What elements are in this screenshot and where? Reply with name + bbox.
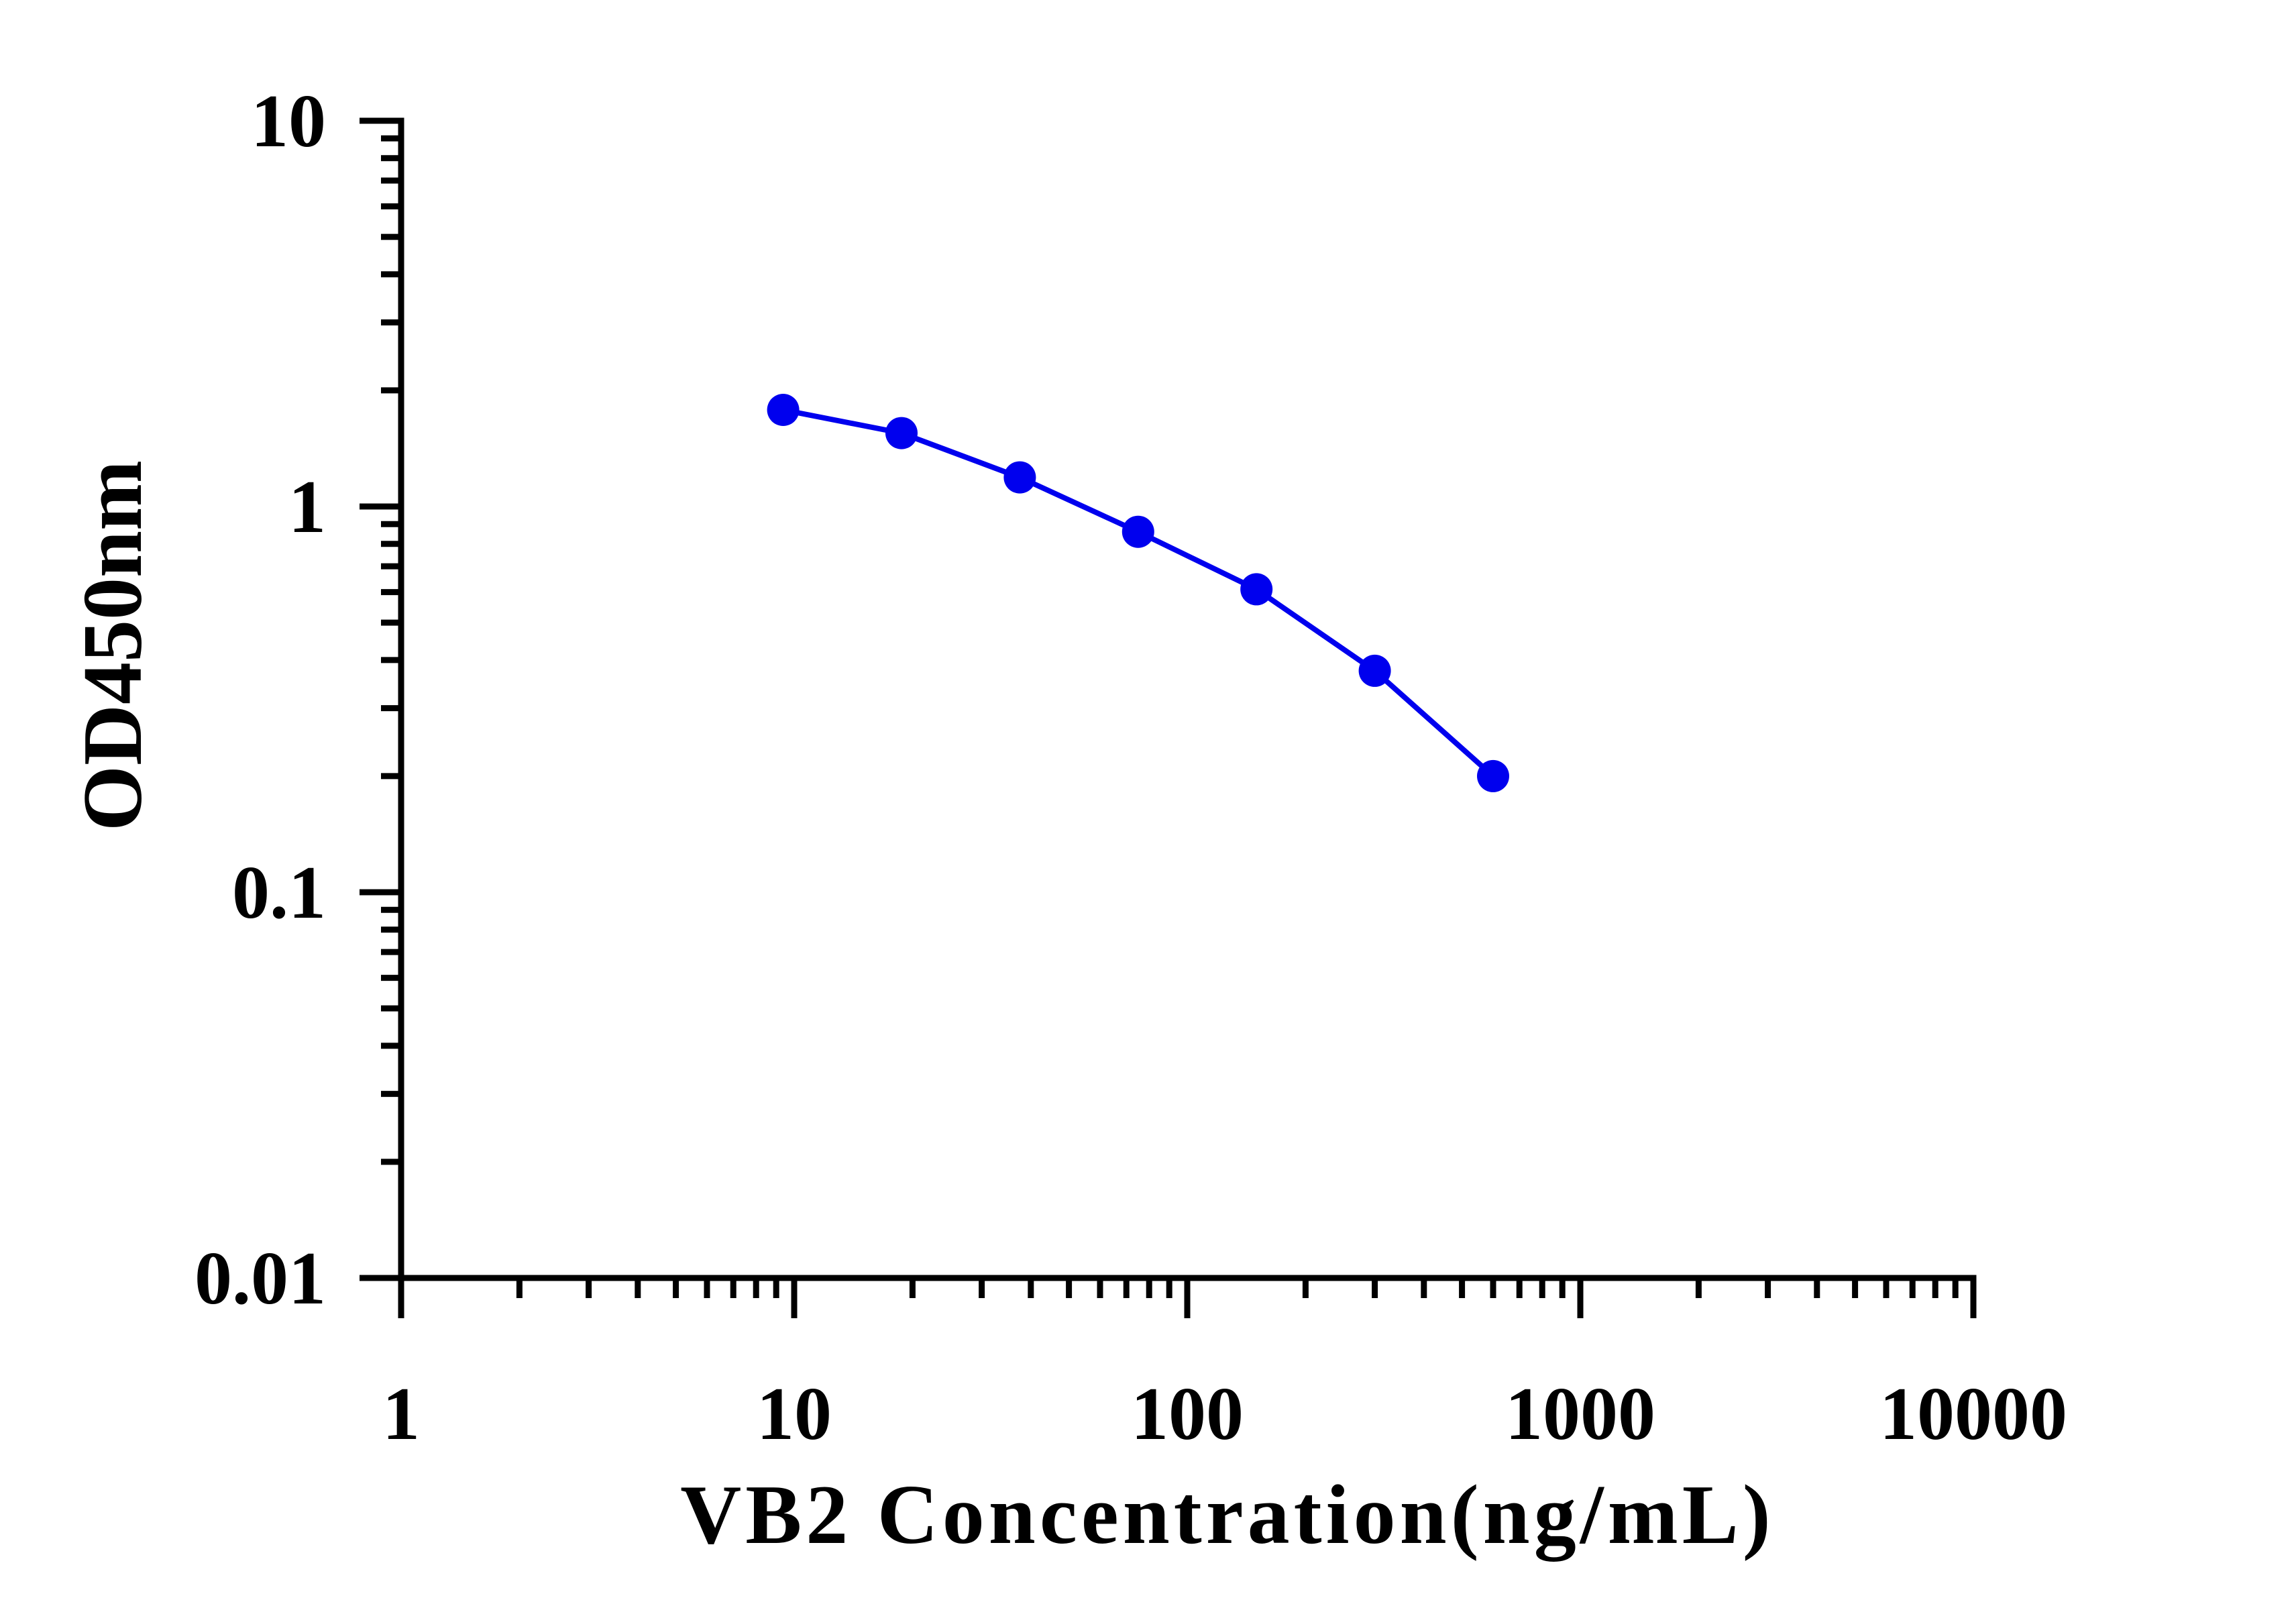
y-axis-title: OD450nm [66,460,160,831]
x-axis-minor-ticks [516,1278,1959,1298]
y-tick-label: 0.1 [232,851,326,934]
x-tick-label: 1000 [1505,1373,1655,1456]
series-line [782,407,1495,778]
x-tick-label: 100 [1131,1373,1244,1456]
y-tick-label: 10 [251,80,326,163]
y-tick-label: 0.01 [195,1237,326,1320]
y-axis-major-ticks: 0.01 0.1 1 10 [195,80,401,1320]
y-tick-label: 1 [288,466,326,549]
data-point [885,417,918,449]
x-tick-label: 1 [382,1373,420,1456]
x-axis-title: VB2 Concentration(ng/mL) [680,1468,1774,1562]
x-tick-label: 10000 [1879,1373,2067,1456]
data-point [1003,461,1036,494]
y-axis-minor-ticks [381,135,401,1165]
data-point [1240,573,1273,606]
data-point [767,394,800,426]
data-point [1122,515,1154,548]
data-point [1477,759,1509,792]
x-tick-label: 10 [757,1373,832,1456]
data-point [1358,654,1391,687]
x-axis-major-ticks: 1 10 100 1000 10000 [382,1278,2067,1456]
series-layer [767,394,1509,792]
